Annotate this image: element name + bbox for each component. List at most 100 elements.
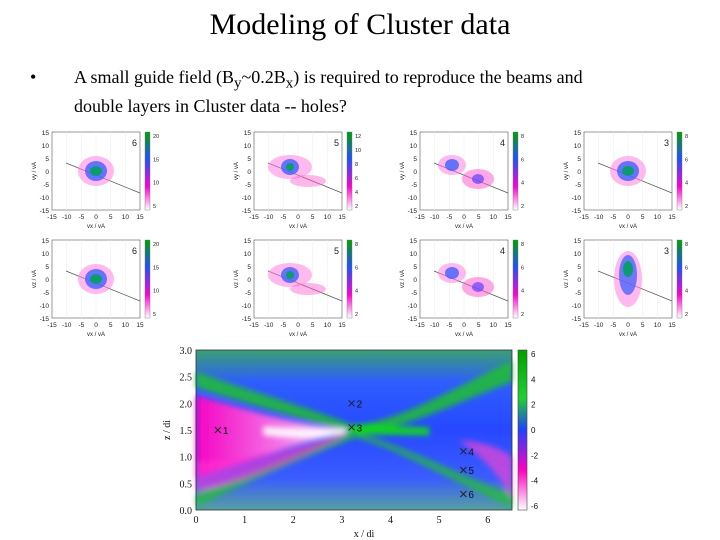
y-tick-label: -5	[575, 182, 581, 189]
colorbar-tick-label: 2	[521, 312, 524, 318]
distribution-blob	[438, 155, 494, 189]
y-tick-label: -15	[572, 208, 582, 215]
distribution-blob	[78, 156, 114, 186]
y-tick-label: -5	[245, 290, 251, 297]
panel-svg: 3 15 10 5 0 -5 -10 -15-15 -10 -5 0 5 10 15 vx / vA vz /…	[564, 238, 688, 338]
current-sheet-green	[351, 424, 430, 436]
x-tick-label: 10	[654, 322, 662, 329]
x-tick-label: 15	[668, 214, 676, 221]
heatmap-svg: 2 3 4 5 6 1 0 1 2 3 4 5 6 0.0 0.5 1.0 1.5 2.0 2.5 3.0 x / di…	[162, 346, 539, 540]
panel-svg: 5 15 10 5 0 -5 -10 -15-15 -10 -5 0 5 10 15 vx / vA vy /…	[234, 130, 361, 230]
spacecraft-marker: 3	[348, 423, 363, 434]
y-axis-label: vz / vA	[400, 270, 406, 288]
density-contour	[286, 271, 294, 279]
y-axis-label: vy / vA	[32, 162, 38, 180]
x-axis-label: vx / vA	[619, 332, 637, 338]
colorbar-tick-label: 4	[355, 190, 358, 196]
density-contour	[623, 261, 633, 277]
x-tick-label: -15	[415, 214, 425, 221]
y-tick-label: -5	[245, 182, 251, 189]
bullet-text-part: ) is required to reproduce the beams and	[293, 67, 583, 87]
y-tick-label: 15	[42, 238, 50, 245]
panel-svg: 3 15 10 5 0 -5 -10 -15-15 -10 -5 0 5 10 15 vx / vA vy /…	[564, 130, 688, 230]
x-axis-label: x / di	[354, 529, 375, 540]
y-tick-label: -15	[40, 208, 50, 215]
colorbar	[512, 239, 519, 319]
x-tick-label: 10	[122, 322, 130, 329]
colorbar-tick-label: 5	[153, 312, 156, 318]
y-tick-label: 10	[42, 251, 50, 258]
colorbar-tick-label: 2	[685, 312, 688, 318]
x-tick-label: 4	[388, 515, 393, 526]
y-tick-label: 15	[410, 238, 418, 245]
colorbar-tick-label: -4	[531, 477, 539, 486]
density-contour	[622, 166, 634, 176]
y-tick-label: 5	[413, 264, 417, 271]
x-tick-label: 0	[194, 515, 199, 526]
bullet-symbol: •	[30, 67, 37, 87]
x-tick-label: -10	[430, 322, 440, 329]
colorbar-tick-label: 15	[153, 265, 159, 271]
x-tick-label: 10	[654, 214, 662, 221]
y-tick-label: -15	[242, 316, 252, 323]
x-tick-label: -10	[62, 214, 72, 221]
x-tick-label: -5	[280, 214, 286, 221]
panel-label: 4	[500, 138, 505, 148]
colorbar-tick-label: 8	[685, 134, 688, 140]
x-tick-label: 10	[122, 214, 130, 221]
y-tick-label: 10	[244, 143, 252, 150]
y-tick-label: -5	[411, 290, 417, 297]
x-axis-label: vx / vA	[87, 224, 105, 230]
y-tick-label: 0	[247, 277, 251, 284]
marker-label: 6	[468, 490, 474, 501]
x-tick-label: 0	[462, 214, 466, 221]
y-tick-label: 3.0	[180, 346, 193, 357]
y-tick-label: 0	[247, 169, 251, 176]
y-tick-label: 10	[42, 143, 50, 150]
x-tick-label: 15	[668, 322, 676, 329]
y-tick-label: 10	[574, 251, 582, 258]
colorbar-tick-label: -6	[531, 502, 539, 511]
colorbar-tick-label: 4	[531, 375, 536, 384]
x-tick-label: 1	[242, 515, 247, 526]
colorbar-tick-label: 8	[355, 242, 358, 248]
x-axis-label: vx / vA	[619, 224, 637, 230]
x-tick-label: 5	[641, 322, 645, 329]
x-tick-label: -15	[579, 214, 589, 221]
marker-label: 1	[223, 426, 229, 437]
y-tick-label: 0	[577, 169, 581, 176]
x-tick-label: -10	[594, 322, 604, 329]
y-tick-label: 10	[410, 143, 418, 150]
x-axis-label: vx / vA	[289, 224, 307, 230]
outflow-jet	[196, 395, 347, 478]
x-tick-label: -10	[594, 214, 604, 221]
x-tick-label: 5	[109, 322, 113, 329]
colorbar-tick-label: 2	[685, 204, 688, 210]
x-tick-label: -10	[62, 322, 72, 329]
colorbar	[676, 131, 683, 211]
panel-svg: 4 15 10 5 0 -5 -10 -15-15 -10 -5 0 5 10 15 vx / vA vz /…	[400, 238, 524, 338]
colorbar-tick-label: 10	[153, 181, 159, 187]
marker-label: 2	[357, 399, 363, 410]
heatmap-frame	[195, 349, 513, 511]
colorbar-tick-label: 8	[521, 242, 524, 248]
x-tick-label: 3	[339, 515, 344, 526]
y-tick-label: -5	[43, 182, 49, 189]
y-tick-label: -10	[40, 195, 50, 202]
x-tick-label: -5	[78, 322, 84, 329]
x-axis-label: vx / vA	[455, 332, 473, 338]
y-tick-label: 1.0	[180, 453, 193, 464]
density-contour	[290, 283, 326, 295]
colorbar-tick-label: 5	[153, 204, 156, 210]
density-contour	[90, 166, 102, 176]
distribution-blob	[438, 263, 494, 297]
colorbar-tick-label: 4	[521, 181, 524, 187]
velocity-distribution-panel: 4 15 10 5 0 -5 -10 -15 -15 -10 -5 0 5 10 15 vx / vA vy /…	[398, 128, 538, 236]
y-tick-label: 15	[244, 130, 252, 137]
velocity-distribution-panel: 3 15 10 5 0 -5 -10 -15 -15 -10 -5 0 5 10 15 vx / vA vy /…	[562, 128, 702, 236]
x-axis-label: vx / vA	[87, 332, 105, 338]
colorbar-tick-label: 6	[521, 265, 524, 271]
colorbar-tick-label: 12	[355, 134, 361, 140]
y-tick-label: 15	[410, 130, 418, 137]
y-tick-label: -15	[242, 208, 252, 215]
